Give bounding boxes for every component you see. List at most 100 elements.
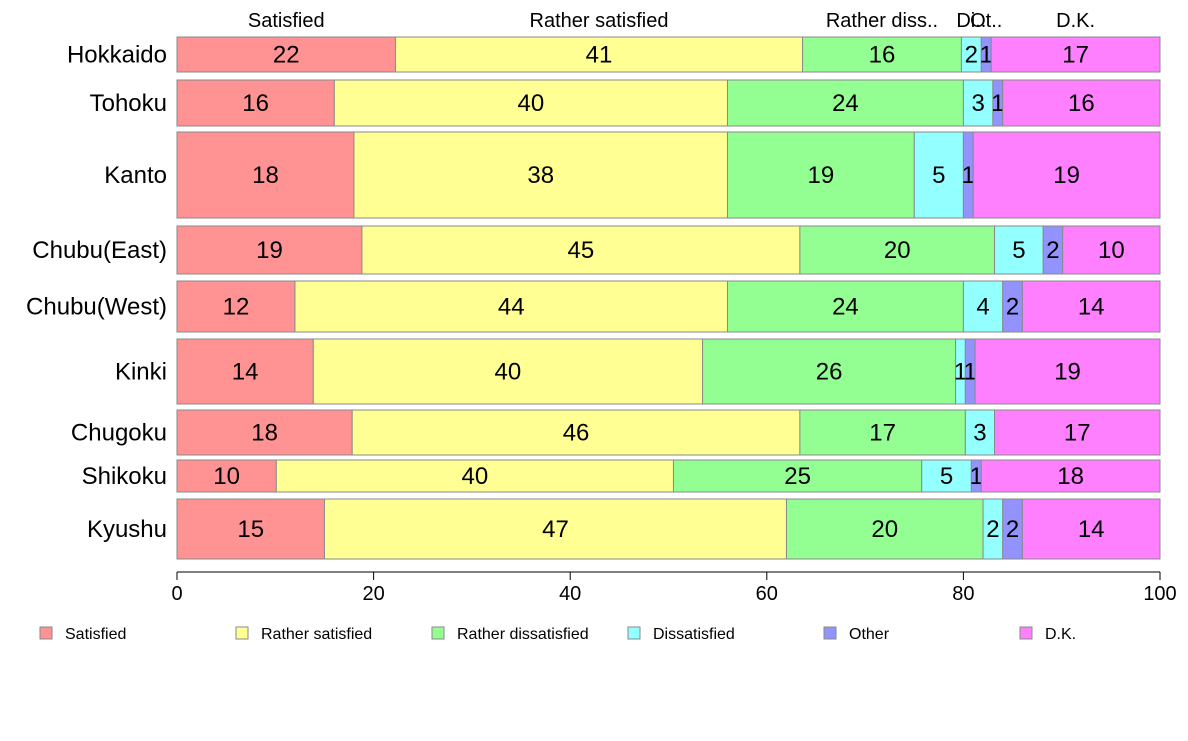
data-label-kyushu-rather-satisfied: 47 — [542, 516, 569, 543]
data-label-chubu-west-d-k: 14 — [1078, 294, 1105, 321]
data-label-hokkaido-satisfied: 22 — [273, 42, 300, 69]
category-label-shikoku: Shikoku — [82, 463, 167, 490]
data-label-tohoku-d-k: 16 — [1068, 90, 1095, 117]
bar-chubu-east-rather-satisfied — [361, 225, 801, 275]
top-label-other: Ot.. — [970, 10, 1002, 32]
legend-label-dissatisfied: Dissatisfied — [653, 626, 735, 643]
data-label-tohoku-other: 1 — [991, 90, 1004, 117]
category-label-tohoku: Tohoku — [90, 90, 167, 117]
category-label-kanto: Kanto — [104, 162, 167, 189]
data-label-chubu-west-rather-satisfied: 44 — [498, 294, 525, 321]
category-label-hokkaido: Hokkaido — [67, 42, 167, 69]
bar-kanto-rather-dissatisfied — [726, 131, 915, 219]
category-label-chugoku: Chugoku — [71, 420, 167, 447]
top-label-rather-dissatisfied: Rather diss.. — [826, 10, 938, 32]
x-tick-label-100: 100 — [1143, 583, 1176, 605]
legend-swatch-rather-dissatisfied — [431, 626, 445, 640]
data-label-kanto-satisfied: 18 — [252, 162, 279, 189]
bar-shikoku-d-k — [980, 459, 1161, 493]
data-label-kanto-dissatisfied: 5 — [932, 162, 945, 189]
bar-chubu-west-dissatisfied — [962, 280, 1004, 333]
bar-tohoku-rather-dissatisfied — [726, 79, 964, 127]
data-label-hokkaido-other: 1 — [980, 42, 993, 69]
bar-tohoku-d-k — [1002, 79, 1161, 127]
data-label-chubu-west-dissatisfied: 4 — [976, 294, 989, 321]
data-label-kinki-dissatisfied: 1 — [954, 359, 967, 386]
data-label-chubu-west-other: 2 — [1006, 294, 1019, 321]
data-label-kanto-other: 1 — [962, 162, 975, 189]
top-label-satisfied: Satisfied — [248, 10, 325, 32]
data-label-shikoku-satisfied: 10 — [213, 463, 240, 490]
bar-chubu-west-d-k — [1021, 280, 1161, 333]
bar-kanto-dissatisfied — [913, 131, 964, 219]
bar-kyushu-rather-satisfied — [323, 498, 787, 560]
data-label-tohoku-dissatisfied: 3 — [971, 90, 984, 117]
bar-chugoku-rather-dissatisfied — [799, 409, 966, 456]
category-label-kyushu: Kyushu — [87, 516, 167, 543]
bar-kyushu-d-k — [1021, 498, 1161, 560]
legend-swatch-satisfied — [39, 626, 53, 640]
data-label-chubu-east-rather-satisfied: 45 — [568, 237, 595, 264]
data-label-tohoku-rather-dissatisfied: 24 — [832, 90, 859, 117]
legend-swatch-dissatisfied — [627, 626, 641, 640]
bar-kyushu-rather-dissatisfied — [785, 498, 984, 560]
bar-shikoku-rather-satisfied — [275, 459, 674, 493]
x-tick-label-40: 40 — [559, 583, 581, 605]
data-label-kinki-satisfied: 14 — [232, 359, 259, 386]
bar-kanto-d-k — [972, 131, 1161, 219]
data-label-tohoku-rather-satisfied: 40 — [518, 90, 545, 117]
data-label-hokkaido-d-k: 17 — [1062, 42, 1089, 69]
category-label-chubu-east: Chubu(East) — [32, 237, 167, 264]
legend-swatch-d-k — [1019, 626, 1033, 640]
legend-label-d-k: D.K. — [1045, 626, 1076, 643]
data-label-hokkaido-rather-satisfied: 41 — [586, 42, 613, 69]
data-label-chugoku-d-k: 17 — [1064, 420, 1091, 447]
legend-swatch-other — [823, 626, 837, 640]
data-label-chubu-east-rather-dissatisfied: 20 — [884, 237, 911, 264]
data-label-shikoku-d-k: 18 — [1057, 463, 1084, 490]
data-label-chugoku-dissatisfied: 3 — [973, 420, 986, 447]
bar-shikoku-dissatisfied — [921, 459, 972, 493]
data-label-kinki-d-k: 19 — [1054, 359, 1081, 386]
x-tick-label-20: 20 — [362, 583, 384, 605]
data-label-kanto-rather-dissatisfied: 19 — [808, 162, 835, 189]
bar-chubu-east-d-k — [1062, 225, 1161, 275]
bar-hokkaido-d-k — [990, 36, 1161, 73]
legend: Satisfied Rather satisfied Rather dissatis… — [39, 626, 1076, 643]
bar-kanto-rather-satisfied — [353, 131, 728, 219]
data-label-kinki-rather-satisfied: 40 — [495, 359, 522, 386]
data-label-kyushu-rather-dissatisfied: 20 — [871, 516, 898, 543]
bar-hokkaido-rather-satisfied — [394, 36, 804, 73]
x-axis: 0 20 40 60 80 100 — [171, 571, 1177, 605]
data-label-kyushu-dissatisfied: 2 — [986, 516, 999, 543]
data-label-kyushu-other: 2 — [1006, 516, 1019, 543]
data-label-shikoku-rather-satisfied: 40 — [462, 463, 489, 490]
top-label-d-k: D.K. — [1056, 10, 1095, 32]
data-label-kanto-rather-satisfied: 38 — [527, 162, 554, 189]
data-label-chubu-west-satisfied: 12 — [223, 294, 250, 321]
data-label-tohoku-satisfied: 16 — [242, 90, 269, 117]
top-label-rather-satisfied: Rather satisfied — [530, 10, 669, 32]
bar-chugoku-d-k — [994, 409, 1161, 456]
data-label-chubu-east-other: 2 — [1046, 237, 1059, 264]
top-column-labels: Satisfied Rather satisfied Rather diss.. Di… — [248, 10, 1095, 32]
bar-chubu-west-rather-dissatisfied — [726, 280, 964, 333]
data-label-chubu-east-d-k: 10 — [1098, 237, 1125, 264]
legend-label-other: Other — [849, 626, 890, 643]
data-label-chugoku-satisfied: 18 — [251, 420, 278, 447]
x-tick-label-80: 80 — [952, 583, 974, 605]
data-label-shikoku-rather-dissatisfied: 25 — [784, 463, 811, 490]
data-label-chubu-west-rather-dissatisfied: 24 — [832, 294, 859, 321]
data-label-chugoku-rather-dissatisfied: 17 — [869, 420, 896, 447]
legend-label-rather-satisfied: Rather satisfied — [261, 626, 372, 643]
bar-kinki-satisfied — [176, 338, 314, 405]
category-labels: Hokkaido Tohoku Kanto Chubu(East) Chubu(West… — [26, 42, 167, 544]
data-label-kanto-d-k: 19 — [1053, 162, 1080, 189]
data-label-chubu-east-dissatisfied: 5 — [1012, 237, 1025, 264]
bar-chubu-west-satisfied — [176, 280, 296, 333]
bar-shikoku-rather-dissatisfied — [672, 459, 923, 493]
data-label-hokkaido-dissatisfied: 2 — [965, 42, 978, 69]
data-label-chugoku-rather-satisfied: 46 — [563, 420, 590, 447]
